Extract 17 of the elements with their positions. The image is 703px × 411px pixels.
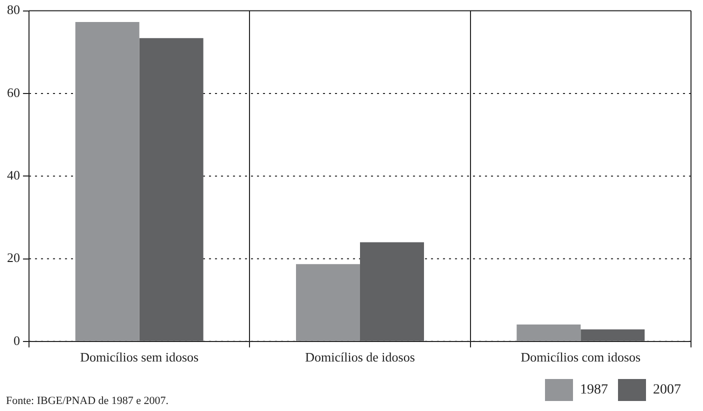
x-tick-label: Domicílios com idosos <box>520 350 641 365</box>
legend-label: 1987 <box>580 382 608 398</box>
bar <box>75 22 140 341</box>
y-tick-label: 0 <box>14 332 20 348</box>
bar <box>360 242 424 341</box>
y-tick-label: 40 <box>7 168 20 183</box>
source-note: Fonte: IBGE/PNAD de 1987 e 2007. <box>6 395 169 407</box>
legend-label: 2007 <box>653 382 681 398</box>
bar <box>296 264 360 341</box>
bar <box>139 38 204 341</box>
bar <box>516 324 581 341</box>
y-tick-label: 60 <box>7 84 20 100</box>
x-tick-label: Domicílios sem idosos <box>80 350 199 365</box>
y-tick-label: 20 <box>7 250 20 266</box>
y-tick-label: 80 <box>7 2 20 18</box>
x-tick-label: Domicílios de idosos <box>305 350 415 365</box>
bar <box>580 329 645 341</box>
